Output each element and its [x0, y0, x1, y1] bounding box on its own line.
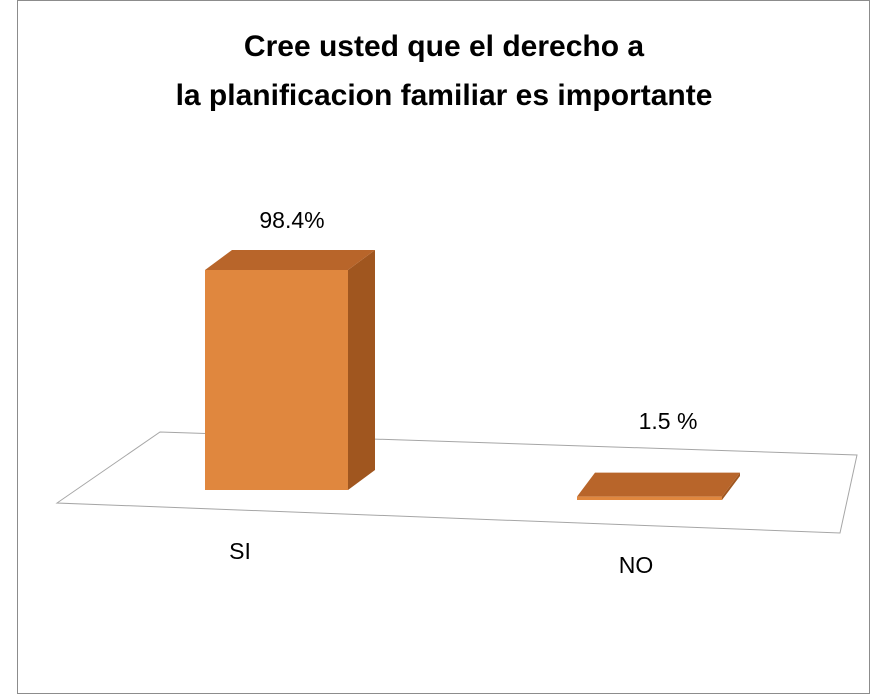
bar-front: [577, 496, 722, 500]
value-label: 98.4%: [259, 207, 324, 233]
chart-border: [17, 0, 870, 694]
value-label: 1.5 %: [639, 408, 698, 434]
bar-top: [205, 250, 375, 270]
category-label: SI: [229, 538, 251, 564]
bar-front: [205, 270, 348, 490]
bar: [205, 250, 375, 490]
bar-top: [577, 472, 740, 497]
bar-side: [348, 250, 375, 490]
bar: [577, 472, 740, 500]
bar-side: [722, 472, 740, 500]
category-label: NO: [619, 552, 654, 578]
chart-title: Cree usted que el derecho a la planificac…: [176, 30, 713, 112]
